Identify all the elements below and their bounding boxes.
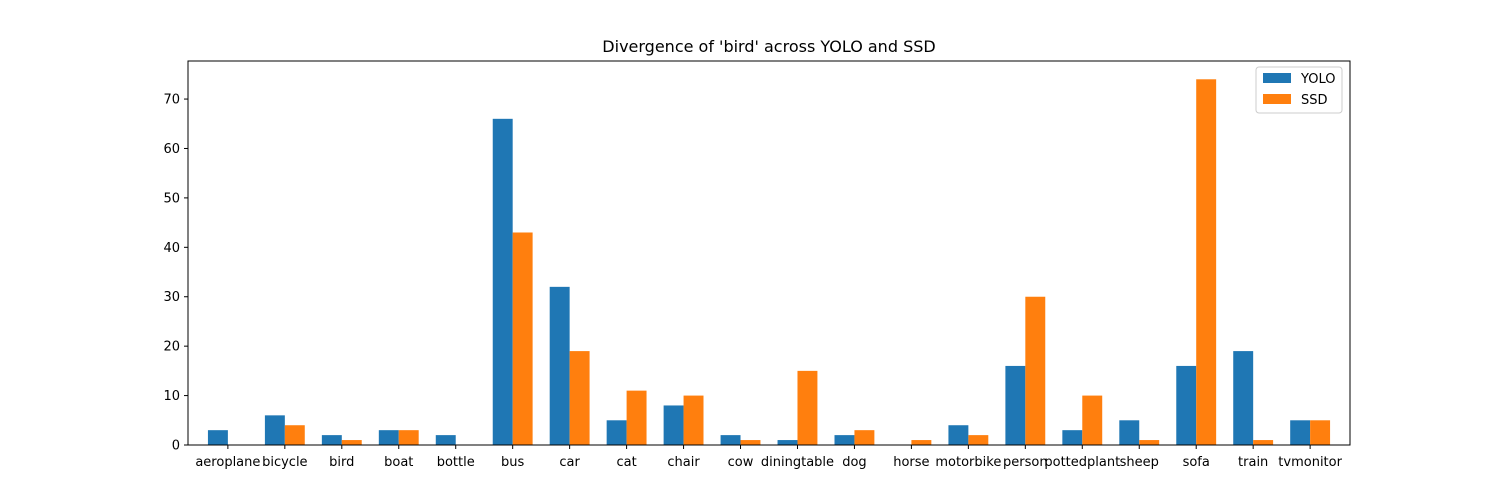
bar-ssd-boat: [398, 430, 419, 445]
bar-yolo-cat: [606, 420, 627, 445]
bar-ssd-motorbike: [968, 435, 989, 445]
x-tick-label-sofa: sofa: [1183, 455, 1210, 470]
bar-ssd-sofa: [1196, 79, 1217, 445]
y-tick-label: 20: [163, 340, 180, 355]
x-tick-label-bird: bird: [329, 455, 354, 470]
bar-ssd-car: [569, 351, 590, 445]
bar-yolo-dog: [834, 435, 855, 445]
chart-title: Divergence of 'bird' across YOLO and SSD: [602, 37, 935, 56]
bar-ssd-train: [1253, 440, 1274, 445]
bar-yolo-bird: [321, 435, 342, 445]
y-tick-label: 60: [163, 142, 180, 157]
bar-yolo-bicycle: [264, 415, 285, 445]
x-tick-label-horse: horse: [893, 455, 929, 470]
bar-ssd-chair: [683, 395, 704, 445]
x-tick-label-motorbike: motorbike: [935, 455, 1001, 470]
y-tick-label: 40: [163, 241, 180, 256]
x-tick-label-bottle: bottle: [437, 455, 475, 470]
bar-ssd-bird: [341, 440, 362, 445]
y-tick-label: 10: [163, 389, 180, 404]
y-tick-label: 30: [163, 290, 180, 305]
x-tick-label-dog: dog: [842, 455, 866, 470]
bar-yolo-tvmonitor: [1290, 420, 1311, 445]
bar-ssd-dog: [854, 430, 875, 445]
bar-yolo-person: [1005, 365, 1026, 445]
bar-ssd-person: [1025, 296, 1046, 445]
x-tick-label-cat: cat: [616, 455, 636, 470]
bar-ssd-diningtable: [797, 370, 818, 445]
x-tick-label-bicycle: bicycle: [262, 455, 307, 470]
legend: YOLO SSD: [1255, 66, 1343, 114]
y-tick-label: 70: [163, 93, 180, 108]
x-tick-label-tvmonitor: tvmonitor: [1278, 455, 1342, 470]
bar-yolo-train: [1233, 351, 1254, 445]
bar-yolo-boat: [378, 430, 399, 445]
bars-layer: [207, 79, 1331, 445]
bar-yolo-sheep: [1119, 420, 1140, 445]
legend-label-ssd: SSD: [1301, 93, 1328, 108]
bar-yolo-bottle: [435, 435, 456, 445]
bar-ssd-cow: [740, 440, 761, 445]
legend-label-yolo: YOLO: [1300, 72, 1335, 87]
bar-ssd-tvmonitor: [1310, 420, 1331, 445]
x-tick-label-person: person: [1003, 455, 1048, 470]
bar-yolo-cow: [720, 435, 741, 445]
bar-yolo-pottedplant: [1062, 430, 1083, 445]
plot-frame: [187, 60, 1351, 446]
bar-yolo-bus: [492, 118, 513, 445]
legend-swatch-yolo: [1263, 73, 1291, 83]
bar-ssd-bus: [512, 232, 533, 445]
x-tick-label-boat: boat: [384, 455, 413, 470]
bar-yolo-aeroplane: [207, 430, 228, 445]
bar-yolo-car: [549, 286, 570, 445]
y-tick-label: 50: [163, 191, 180, 206]
bar-ssd-bicycle: [284, 425, 305, 445]
axes-layer: 0 10 20 30 40 50 60 70 aeroplane bicycle bird boat b…: [163, 60, 1351, 470]
bar-yolo-diningtable: [777, 440, 798, 445]
x-tick-label-diningtable: diningtable: [761, 455, 834, 470]
legend-swatch-ssd: [1263, 94, 1291, 104]
y-tick-label: 0: [172, 439, 180, 454]
x-tick-label-sheep: sheep: [1120, 455, 1159, 470]
bar-yolo-chair: [663, 405, 684, 445]
bar-yolo-sofa: [1176, 365, 1197, 445]
x-tick-label-aeroplane: aeroplane: [195, 455, 260, 470]
bar-yolo-motorbike: [948, 425, 969, 445]
bar-ssd-sheep: [1139, 440, 1160, 445]
x-tick-label-car: car: [559, 455, 580, 470]
bar-ssd-horse: [911, 440, 932, 445]
x-tick-label-train: train: [1238, 455, 1268, 470]
x-tick-label-bus: bus: [501, 455, 524, 470]
x-tick-label-chair: chair: [667, 455, 700, 470]
x-tick-label-cow: cow: [728, 455, 754, 470]
x-tick-label-pottedplant: pottedplant: [1044, 455, 1120, 470]
bar-ssd-pottedplant: [1082, 395, 1103, 445]
bar-ssd-cat: [626, 390, 647, 445]
